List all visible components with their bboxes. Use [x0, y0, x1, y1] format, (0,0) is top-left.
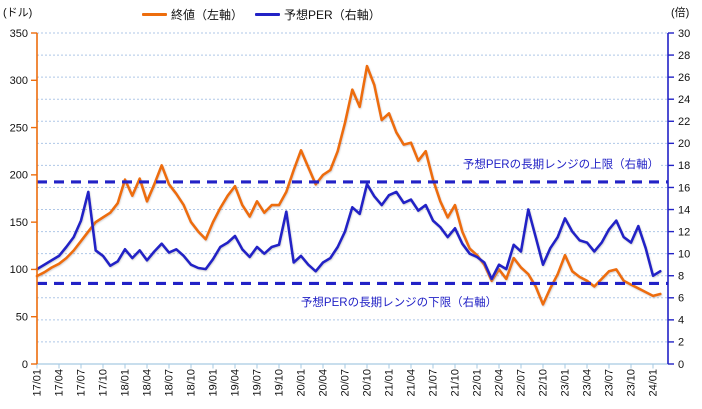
x-tick-label: 22/04: [494, 369, 506, 397]
left-tick-label: 0: [22, 359, 28, 371]
right-tick-label: 14: [678, 204, 690, 216]
x-tick-label: 20/01: [296, 369, 308, 397]
x-tick-label: 19/10: [274, 369, 286, 397]
left-tick-label: 50: [16, 312, 28, 324]
x-tick-label: 19/04: [230, 369, 242, 397]
close-price-series-swatch: [142, 12, 167, 17]
x-tick-label: 21/07: [428, 369, 440, 397]
close-price-series-legend-label: 終値（左軸）: [171, 8, 244, 22]
left-tick-label: 250: [10, 122, 28, 134]
right-tick-label: 22: [678, 116, 690, 128]
forward-per-series-swatch: [255, 12, 281, 17]
x-tick-label: 23/07: [604, 369, 616, 397]
x-tick-label: 23/10: [626, 369, 638, 397]
right-tick-label: 28: [678, 50, 690, 62]
per-long-term-range-upper-annotation: 予想PERの長期レンジの上限（右軸）: [460, 156, 662, 172]
x-tick-label: 17/01: [32, 369, 44, 397]
x-tick-label: 24/01: [648, 369, 660, 397]
forward-per-line: [35, 182, 662, 281]
right-axis-unit-label: (倍): [671, 7, 690, 19]
x-tick-label: 23/01: [560, 369, 572, 397]
x-tick-label: 21/10: [450, 369, 462, 397]
x-tick-label: 17/04: [54, 369, 66, 397]
right-tick-label: 20: [678, 138, 690, 150]
left-tick-label: 350: [10, 28, 28, 40]
x-tick-label: 21/01: [384, 369, 396, 397]
forward-per-series-legend-label: 予想PER（右軸）: [284, 8, 381, 22]
x-tick-label: 17/07: [76, 369, 88, 397]
close-price-line: [35, 64, 662, 306]
x-tick-label: 18/10: [186, 369, 198, 397]
legend: 終値（左軸） 予想PER（右軸）: [142, 6, 393, 23]
left-axis-unit-label: (ドル): [3, 7, 33, 19]
x-tick-label: 19/07: [252, 369, 264, 397]
right-tick-label: 6: [678, 293, 684, 305]
x-tick-label: 20/07: [340, 369, 352, 397]
left-tick-label: 200: [10, 170, 28, 182]
right-tick-label: 24: [678, 94, 690, 106]
x-tick-label: 23/04: [582, 369, 594, 397]
x-tick-label: 18/04: [142, 369, 154, 397]
x-tick-label: 22/10: [538, 369, 550, 397]
left-tick-label: 100: [10, 264, 28, 276]
x-tick-label: 20/10: [362, 369, 374, 397]
right-tick-label: 26: [678, 72, 690, 84]
right-tick-label: 30: [678, 28, 690, 40]
left-tick-label: 300: [10, 75, 28, 87]
right-tick-label: 18: [678, 160, 690, 172]
right-tick-label: 0: [678, 359, 684, 371]
per-long-term-range-lower-annotation: 予想PERの長期レンジの下限（右軸）: [298, 294, 500, 310]
right-tick-label: 16: [678, 182, 690, 194]
x-tick-label: 18/01: [120, 369, 132, 397]
x-tick-label: 21/04: [406, 369, 418, 397]
right-tick-label: 8: [678, 271, 684, 283]
right-tick-label: 2: [678, 337, 684, 349]
x-tick-label: 19/01: [208, 369, 220, 397]
right-tick-label: 12: [678, 226, 690, 238]
right-tick-label: 4: [678, 315, 684, 327]
x-tick-label: 20/04: [318, 369, 330, 397]
x-tick-label: 22/07: [516, 369, 528, 397]
x-tick-label: 22/01: [472, 369, 484, 397]
left-tick-label: 150: [10, 217, 28, 229]
x-tick-label: 18/07: [164, 369, 176, 397]
right-tick-label: 10: [678, 248, 690, 260]
x-tick-label: 17/10: [98, 369, 110, 397]
